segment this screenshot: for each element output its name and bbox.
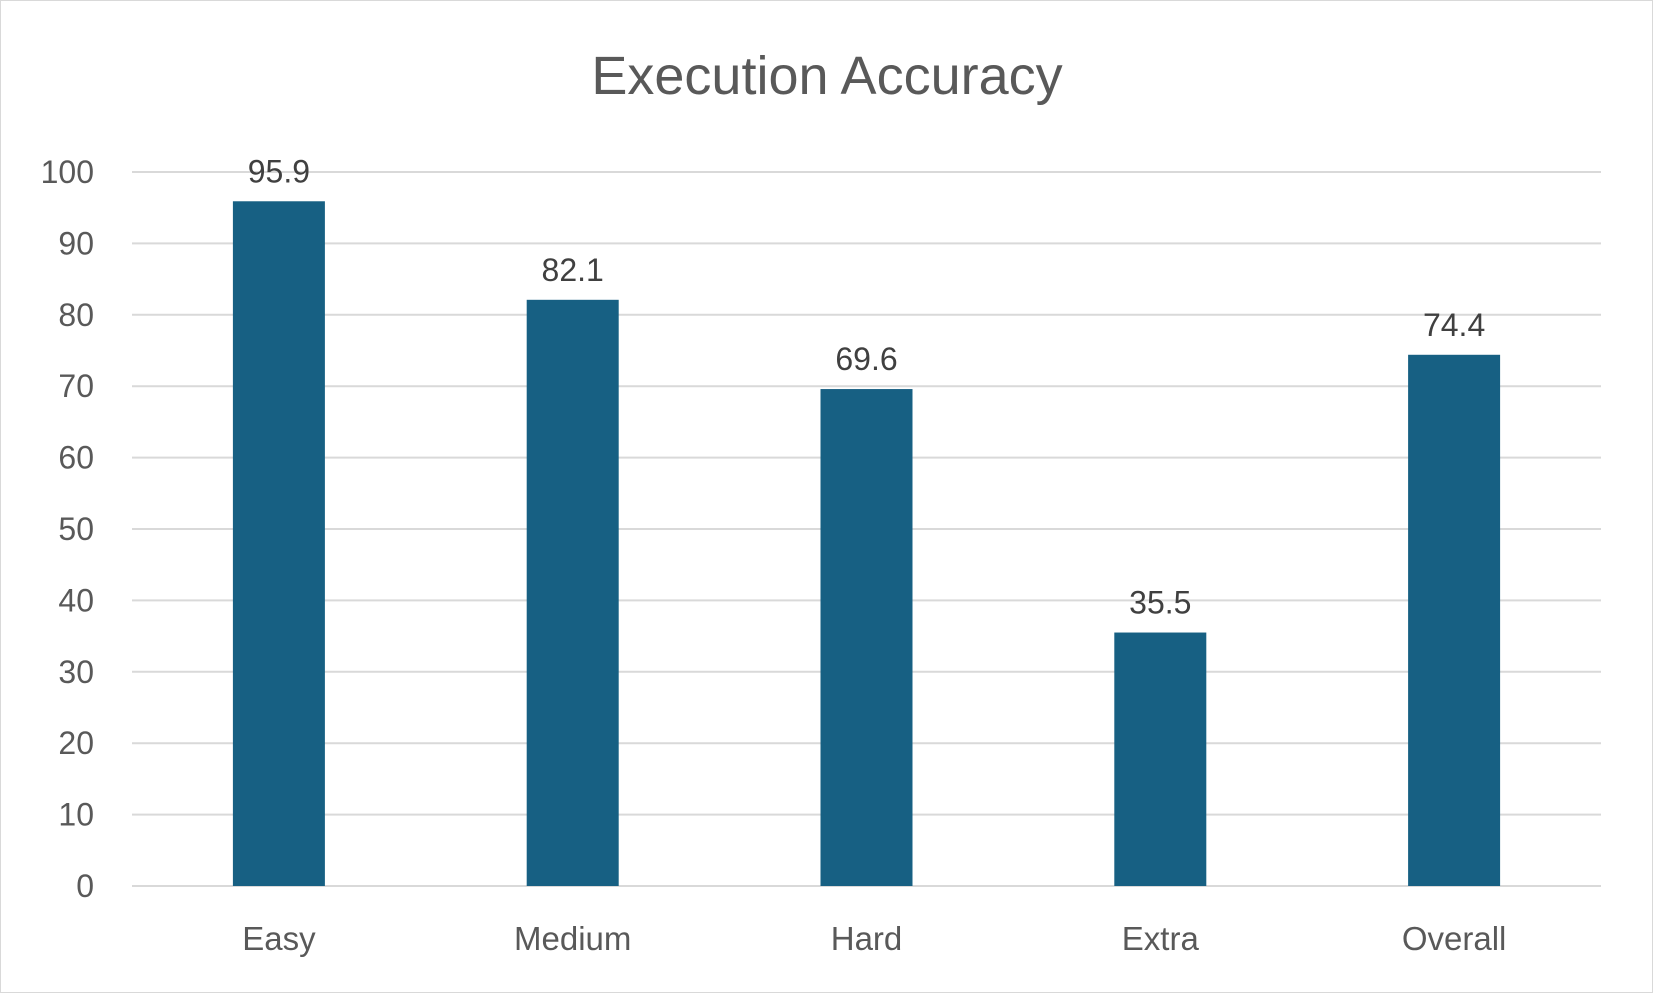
- bars: [232, 201, 1501, 887]
- bar-easy: [232, 201, 325, 887]
- data-label-medium: 82.1: [542, 252, 604, 288]
- x-category-label: Easy: [242, 920, 316, 957]
- x-axis-categories: Easy Medium Hard Extra Overall: [242, 920, 1506, 957]
- y-tick-label: 80: [58, 297, 94, 333]
- x-category-label: Overall: [1402, 920, 1507, 957]
- y-tick-label: 90: [58, 225, 94, 261]
- y-tick-label: 60: [58, 440, 94, 476]
- y-tick-label: 70: [58, 368, 94, 404]
- bar-medium: [526, 299, 619, 886]
- data-label-easy: 95.9: [248, 153, 310, 189]
- bar-hard: [820, 389, 913, 886]
- x-category-label: Medium: [514, 920, 631, 957]
- data-labels: 95.9 82.1 69.6 35.5 74.4: [248, 153, 1485, 620]
- x-category-label: Extra: [1122, 920, 1200, 957]
- data-label-extra: 35.5: [1129, 585, 1191, 621]
- bar-extra: [1114, 632, 1207, 886]
- chart-title: Execution Accuracy: [591, 46, 1062, 106]
- data-label-hard: 69.6: [835, 341, 897, 377]
- y-tick-label: 30: [58, 654, 94, 690]
- y-axis-ticks: 0 10 20 30 40 50 60 70 80 90 100: [41, 154, 94, 904]
- y-tick-label: 20: [58, 725, 94, 761]
- y-tick-label: 100: [41, 154, 94, 190]
- y-tick-label: 40: [58, 582, 94, 618]
- y-tick-label: 0: [76, 868, 94, 904]
- bar-overall: [1408, 354, 1501, 886]
- y-tick-label: 10: [58, 797, 94, 833]
- data-label-overall: 74.4: [1423, 307, 1485, 343]
- x-category-label: Hard: [831, 920, 903, 957]
- y-tick-label: 50: [58, 511, 94, 547]
